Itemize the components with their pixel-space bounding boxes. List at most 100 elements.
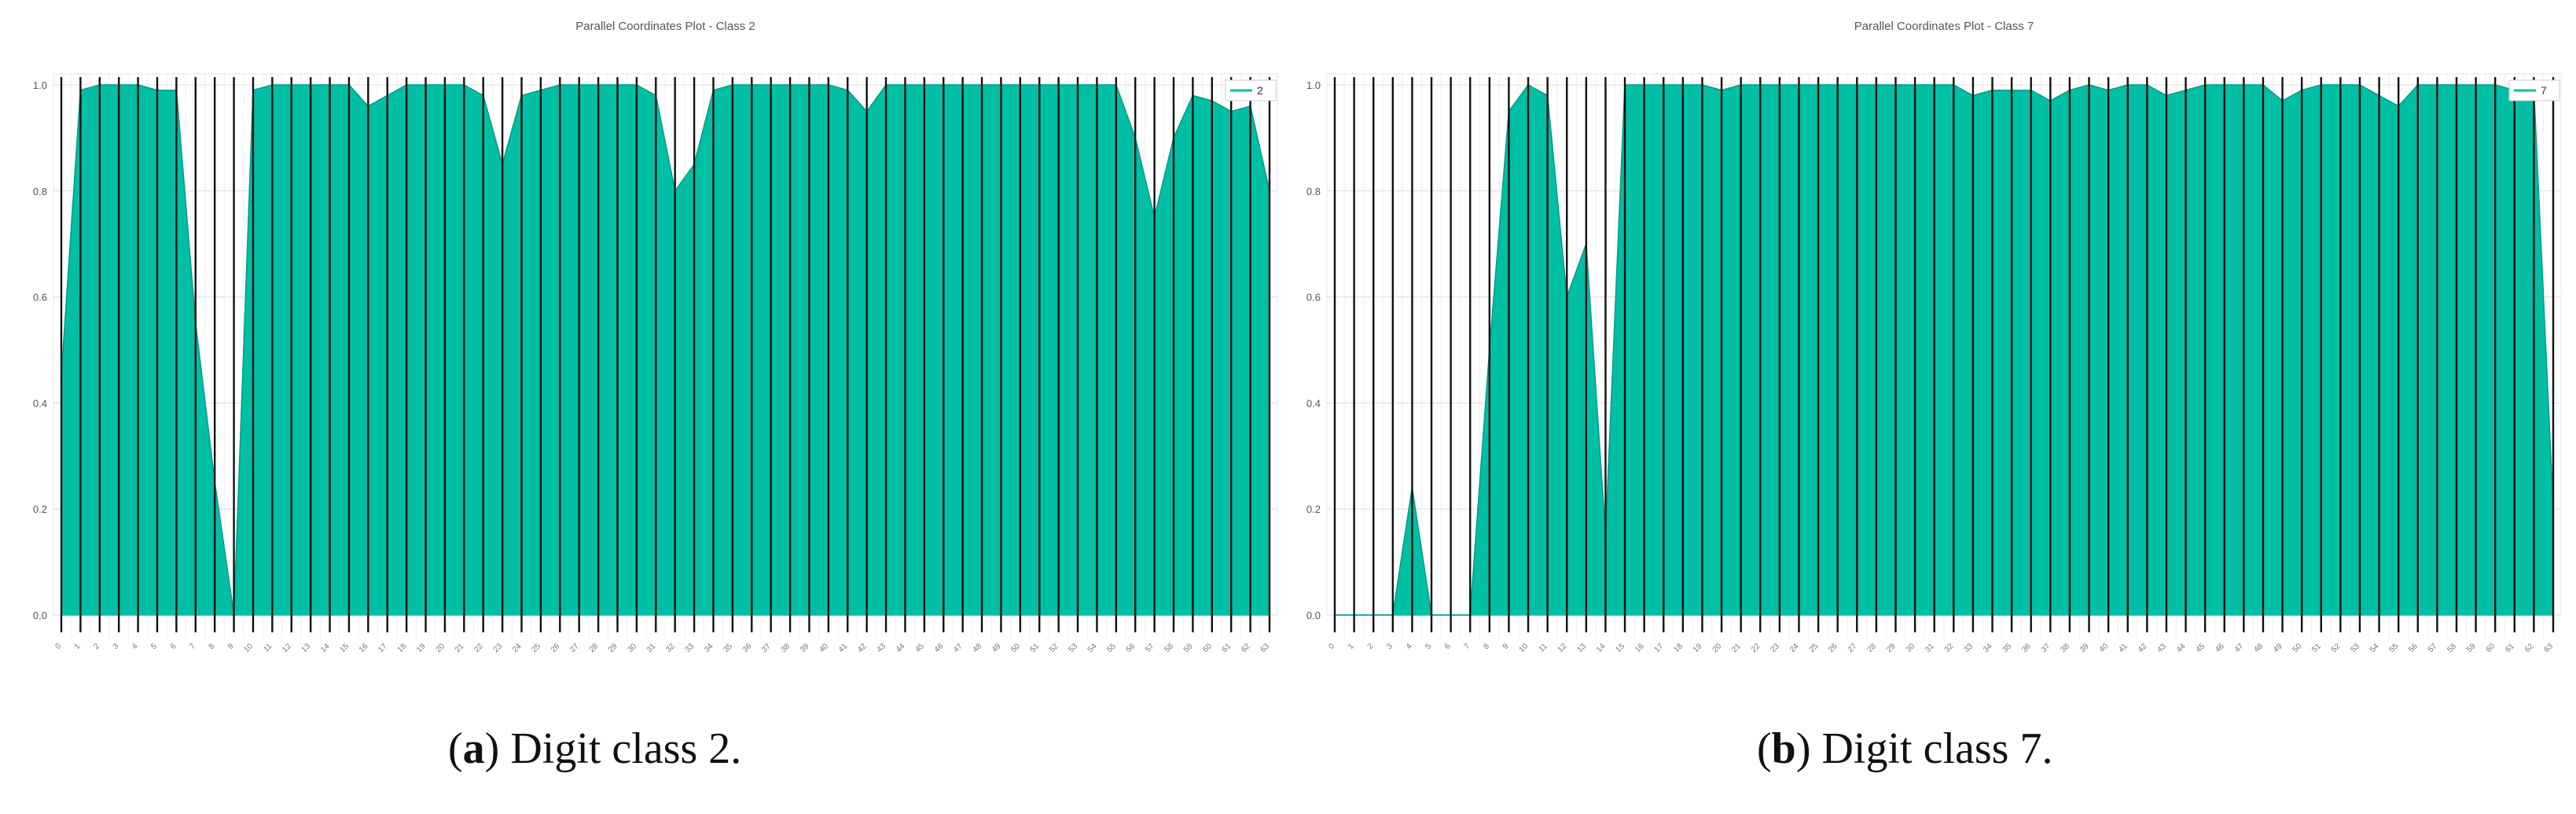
x-tick-label: 53 [1068,642,1080,654]
chart-title: Parallel Coordinates Plot - Class 2 [575,20,755,33]
y-tick-label: 0.4 [33,397,47,409]
x-tick-label: 39 [2078,642,2091,654]
x-tick-label: 19 [1692,642,1704,654]
x-tick-label: 31 [645,642,658,654]
x-tick-label: 55 [1105,642,1118,654]
x-tick-label: 1 [73,642,83,651]
caption-a-letter: a [462,724,485,773]
parallel-coordinates-chart-class-2: Parallel Coordinates Plot - Class 2 0.0 0.… [33,20,1278,654]
legend-label: 2 [1257,84,1263,97]
x-tick-label: 54 [2368,642,2381,654]
x-tick-label: 24 [1788,642,1801,654]
x-tick-label: 31 [1924,642,1936,654]
x-tick-label: 9 [226,642,236,651]
x-tick-label: 54 [1086,642,1099,654]
x-tick-label: 15 [1615,642,1627,654]
x-tick-label: 61 [1221,642,1233,654]
legend: 2 [1225,79,1277,101]
x-tick-label: 4 [1405,642,1414,651]
x-tick-label: 13 [300,642,313,654]
x-tick-label: 22 [1750,642,1762,654]
x-tick-label: 52 [2330,642,2343,654]
x-tick-label: 11 [1538,642,1549,654]
x-tick-label: 53 [2349,642,2361,654]
x-tick-label: 25 [1808,642,1821,654]
x-tick-label: 60 [2485,642,2497,654]
x-tick-label: 44 [895,642,907,654]
x-tick-label: 49 [2272,642,2284,654]
x-tick-label: 30 [626,642,638,654]
x-tick-label: 27 [568,642,581,654]
x-tick-label: 12 [1556,642,1569,654]
x-tick-label: 55 [2388,642,2401,654]
x-tick-label: 32 [664,642,677,654]
legend-label: 7 [2541,84,2547,97]
x-tick-label: 40 [2098,642,2111,654]
x-tick-label: 34 [703,642,715,654]
x-tick-label: 42 [2137,642,2149,654]
x-tick-label: 37 [2040,642,2052,654]
caption-b-letter: b [1771,724,1796,773]
x-tick-label: 20 [1711,642,1724,654]
y-tick-label: 0.6 [33,292,47,304]
x-tick-label: 33 [1962,642,1975,654]
x-tick-label: 35 [722,642,734,654]
x-tick-label: 9 [1501,642,1511,651]
x-tick-label: 24 [511,642,524,654]
y-tick-label: 0.2 [1306,503,1321,515]
x-tick-label: 5 [1424,642,1433,651]
x-tick-label: 48 [972,642,984,654]
y-tick-label: 0.6 [1306,292,1321,304]
y-tick-label: 0.0 [1306,610,1321,621]
x-tick-label: 56 [1125,642,1137,654]
x-tick-label: 13 [1575,642,1588,654]
series-line [61,84,1270,616]
caption-a-text: Digit class 2. [499,724,742,773]
x-tick-label: 56 [2407,642,2420,654]
x-tick-label: 43 [876,642,888,654]
y-tick-label: 1.0 [1306,79,1321,91]
x-tick-label: 7 [188,642,197,651]
x-tick-label: 25 [530,642,542,654]
x-tick-label: 14 [319,642,332,654]
x-tick-label: 58 [2446,642,2458,654]
x-tick-label: 58 [1163,642,1175,654]
x-tick-label: 0 [53,642,63,651]
x-tick-label: 60 [1201,642,1214,654]
x-tick-label: 42 [856,642,869,654]
x-tick-label: 63 [2542,642,2555,654]
x-tick-label: 63 [1259,642,1271,654]
x-tick-label: 19 [415,642,428,654]
x-tick-label: 43 [2155,642,2168,654]
x-tick-label: 33 [684,642,696,654]
x-tick-label: 30 [1905,642,1917,654]
chart-title: Parallel Coordinates Plot - Class 7 [1854,20,2034,33]
x-tick-label: 26 [549,642,562,654]
x-tick-label: 45 [2195,642,2207,654]
caption-b-close: ) [1795,724,1811,773]
x-tick-label: 2 [1366,642,1376,651]
legend: 7 [2508,79,2560,101]
x-tick-label: 23 [492,642,505,654]
x-tick-label: 51 [2310,642,2323,654]
x-tick-label: 59 [1182,642,1195,654]
x-tick-label: 12 [281,642,293,654]
series-band [1335,84,2554,616]
caption-a: (a) Digit class 2. [448,724,741,786]
parallel-coordinates-chart-class-7: Parallel Coordinates Plot - Class 7 0.0 0.… [1306,20,2562,654]
x-tick-label: 18 [1672,642,1685,654]
x-tick-label: 38 [780,642,792,654]
x-tick-label: 18 [396,642,409,654]
y-tick-label: 0.0 [33,610,47,621]
caption-a-open: ( [448,724,463,773]
caption-b-open: ( [1757,724,1772,773]
x-tick-label: 17 [1653,642,1666,654]
x-tick-label: 14 [1595,642,1608,654]
x-tick-label: 17 [377,642,389,654]
x-tick-label: 57 [1144,642,1156,654]
x-tick-label: 41 [837,642,850,654]
caption-b: (b) Digit class 7. [1757,724,2052,786]
x-tick-label: 1 [1347,642,1356,651]
x-tick-label: 57 [2427,642,2439,654]
y-tick-label: 0.8 [1306,186,1321,197]
